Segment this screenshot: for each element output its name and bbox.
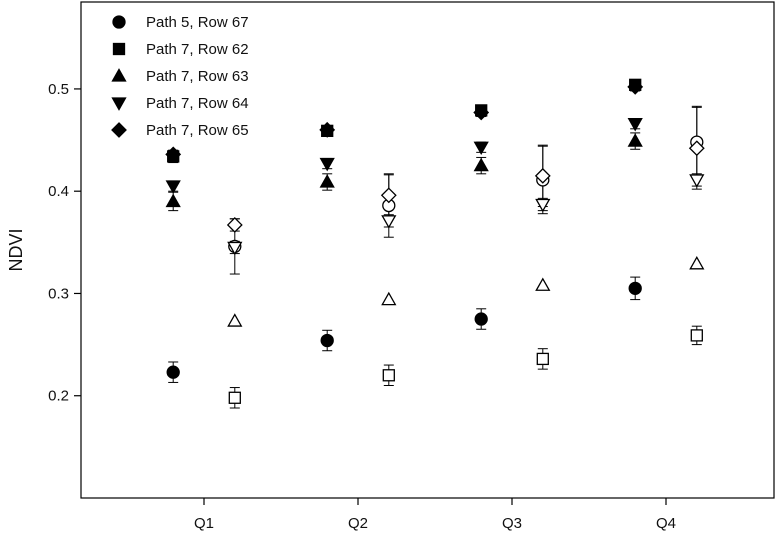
legend: Path 5, Row 67 Path 7, Row 62 Path 7, Row … [111, 14, 249, 139]
data-point-diamond-filled [473, 104, 490, 121]
legend-label: Path 7, Row 65 [146, 122, 249, 139]
x-tick-label: Q1 [194, 515, 214, 532]
data-point-triangle-down-filled [627, 118, 643, 132]
legend-label: Path 7, Row 62 [146, 41, 249, 58]
axis-ticks: 0.2 0.3 0.4 0.5 Q1 Q2 Q3 Q4 [48, 81, 676, 532]
data-point-triangle-down-open [535, 198, 551, 213]
y-tick-label: 0.3 [48, 285, 69, 302]
data-point-triangle-up-open [227, 313, 243, 327]
data-point-square-open [690, 329, 703, 342]
data-point-circle-filled [320, 333, 334, 348]
x-tick-label: Q2 [348, 515, 368, 532]
y-axis-title: NDVI [6, 228, 26, 271]
y-tick-label: 0.5 [48, 81, 69, 98]
data-point-triangle-down-filled [319, 157, 335, 172]
data-point-square-open [536, 352, 549, 366]
data-point-square-open [228, 391, 241, 404]
x-tick-label: Q3 [502, 515, 522, 532]
data-points [165, 78, 705, 404]
data-point-diamond-open [534, 167, 551, 184]
data-point-triangle-down-open [227, 241, 243, 256]
plot-frame [80, 1, 775, 499]
data-point-triangle-up-filled [319, 174, 335, 188]
y-tick-label: 0.4 [48, 183, 69, 200]
legend-marker-diamond [111, 122, 127, 138]
data-point-circle-filled [474, 312, 488, 326]
data-point-triangle-down-filled [473, 141, 489, 156]
data-point-triangle-down-open [381, 215, 397, 229]
data-point-triangle-up-filled [627, 133, 643, 147]
data-point-square-open [382, 369, 395, 382]
legend-marker-triangle-down [111, 97, 127, 111]
legend-label: Path 7, Row 63 [146, 68, 249, 85]
data-point-triangle-up-open [535, 277, 551, 291]
data-point-diamond-open [226, 217, 243, 233]
legend-marker-circle [112, 15, 126, 29]
data-point-triangle-down-filled [165, 180, 181, 194]
data-point-triangle-up-filled [165, 193, 181, 208]
data-point-diamond-filled [319, 121, 336, 138]
data-point-diamond-filled [165, 146, 182, 163]
legend-label: Path 5, Row 67 [146, 14, 249, 31]
legend-label: Path 7, Row 64 [146, 95, 249, 112]
y-tick-label: 0.2 [48, 388, 69, 405]
data-point-diamond-open [688, 140, 705, 157]
data-point-triangle-up-filled [473, 157, 489, 172]
data-point-diamond-open [380, 187, 397, 204]
legend-marker-triangle-up [111, 68, 127, 82]
data-point-triangle-down-open [689, 174, 705, 188]
data-point-triangle-up-open [689, 255, 705, 270]
x-tick-label: Q4 [656, 515, 676, 532]
data-point-circle-filled [166, 365, 180, 379]
legend-marker-square [112, 42, 126, 56]
data-point-circle-filled [628, 281, 642, 296]
data-point-diamond-filled [627, 78, 644, 95]
data-point-triangle-up-open [381, 291, 397, 306]
